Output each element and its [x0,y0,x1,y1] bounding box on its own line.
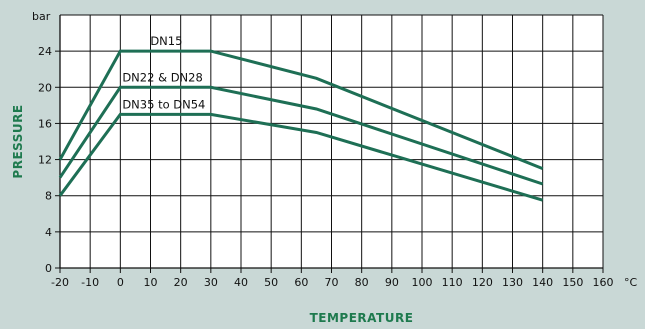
y-tick-label: 20 [38,81,52,94]
x-tick-label: 80 [355,276,369,289]
x-tick-label: 10 [144,276,158,289]
y-axis-title: PRESSURE [11,104,25,178]
x-tick-label: 100 [412,276,433,289]
series-label-2: DN22 & DN28 [122,70,202,84]
x-tick-label: 50 [264,276,278,289]
x-tick-label: -10 [81,276,99,289]
series-line-3 [58,112,544,202]
series-line-2 [58,85,544,186]
x-tick-label: 150 [562,276,583,289]
series-label-1: DN15 [150,34,182,48]
x-tick-label: 0 [117,276,124,289]
y-tick-label: 8 [45,190,52,203]
x-tick-label: 40 [234,276,248,289]
series-label-3: DN35 to DN54 [122,97,205,111]
x-tick-label: 90 [385,276,399,289]
x-tick-label: 140 [532,276,553,289]
y-tick-label: 16 [38,117,52,130]
y-tick-label: 0 [45,262,52,275]
x-tick-label: 30 [204,276,218,289]
y-tick-label: 24 [38,45,52,58]
x-unit-label: °C [624,276,638,289]
x-tick-label: 130 [502,276,523,289]
x-tick-label: 70 [325,276,339,289]
y-tick-label: 4 [45,226,52,239]
x-tick-label: -20 [51,276,69,289]
x-tick-label: 160 [593,276,614,289]
series-line-1 [58,49,544,170]
x-tick-label: 60 [294,276,308,289]
x-axis-title: TEMPERATURE [310,311,414,325]
x-tick-label: 110 [442,276,463,289]
y-unit-label: bar [32,10,51,23]
x-tick-label: 120 [472,276,493,289]
y-tick-label: 12 [38,154,52,167]
x-tick-label: 20 [174,276,188,289]
